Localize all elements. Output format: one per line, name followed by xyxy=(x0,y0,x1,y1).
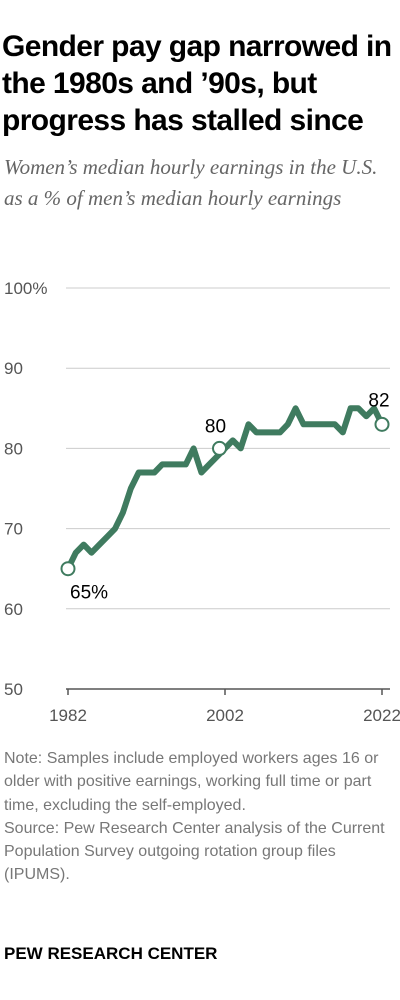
y-tick-label: 50 xyxy=(4,680,23,699)
chart-title: Gender pay gap narrowed in the 1980s and… xyxy=(2,30,392,137)
data-point-marker xyxy=(60,561,76,577)
y-tick-label: 80 xyxy=(4,439,23,458)
source-text: Source: Pew Research Center analysis of … xyxy=(4,819,385,884)
data-label: 80 xyxy=(205,416,226,437)
markers-layer: 65% 80 82 xyxy=(60,390,390,604)
x-axis-ticks: 1982 2002 2022 xyxy=(49,689,400,725)
y-tick-label: 60 xyxy=(4,600,23,619)
x-tick-label: 2022 xyxy=(363,706,400,725)
line-chart: 100% 90 80 70 60 50 1982 2002 2022 65% 80 82 xyxy=(4,279,400,725)
y-tick-label: 100% xyxy=(4,279,47,298)
x-tick-label: 2002 xyxy=(206,706,244,725)
data-label: 82 xyxy=(368,390,389,411)
data-point-marker xyxy=(374,416,390,432)
footnotes: Note: Samples include employed workers a… xyxy=(4,747,398,887)
y-tick-label: 70 xyxy=(4,520,23,539)
x-tick-label: 1982 xyxy=(49,706,87,725)
y-tick-label: 90 xyxy=(4,359,23,378)
data-point-marker xyxy=(212,440,228,456)
data-label: 65% xyxy=(70,583,108,604)
note-text: Note: Samples include employed workers a… xyxy=(4,750,379,814)
chart-subtitle: Women’s median hourly earnings in the U.… xyxy=(4,155,378,210)
brand-logo-text: PEW RESEARCH CENTER xyxy=(4,944,218,963)
gridlines xyxy=(66,287,390,690)
y-axis-ticks: 100% 90 80 70 60 50 xyxy=(4,279,47,699)
